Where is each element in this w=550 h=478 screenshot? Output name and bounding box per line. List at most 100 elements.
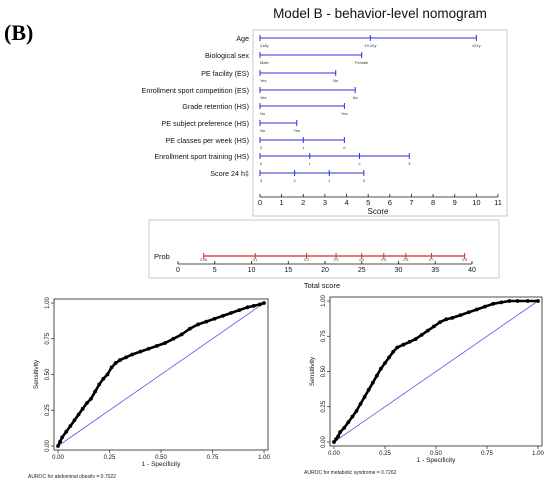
roc-metabolic-syndrome-roc-point — [474, 307, 479, 312]
variable-label: Enrollment sport competition (ES) — [142, 86, 249, 95]
roc-metabolic-syndrome-roc-point — [387, 355, 391, 360]
roc-metabolic-syndrome-roc-point — [395, 345, 400, 350]
variable-level-label: 1 — [328, 178, 331, 183]
score-tick-label: 5 — [366, 198, 370, 207]
roc-abdominal-obesity-roc-point — [154, 344, 159, 348]
roc-metabolic-syndrome-roc-point — [432, 324, 436, 329]
roc-abdominal-obesity-roc-point — [72, 418, 77, 423]
roc-metabolic-syndrome-x-tick-label: 0.75 — [481, 451, 493, 457]
total-score-frame — [148, 219, 500, 279]
roc-metabolic-syndrome-roc-point — [458, 313, 463, 317]
roc-metabolic-syndrome-roc-point — [425, 328, 430, 333]
roc-abdominal-obesity-x-tick-label: 0.50 — [155, 455, 167, 461]
roc-abdominal-obesity-roc-point — [251, 303, 256, 308]
variable-level-label: ≤18y — [260, 43, 269, 48]
variable-level-label: Male — [260, 60, 269, 65]
roc-metabolic-syndrome-roc-point — [374, 373, 379, 378]
roc-abdominal-obesity-x-tick-label: 0.00 — [52, 455, 64, 461]
variable-level-label: 19-20y — [364, 43, 376, 48]
score-tick-label: 1 — [280, 198, 284, 207]
variable-level-label: No — [353, 95, 359, 100]
variable-level-label: Yes — [294, 128, 301, 133]
roc-metabolic-syndrome-roc-point — [332, 440, 336, 444]
roc-abdominal-obesity-roc-point — [212, 316, 217, 321]
roc-metabolic-syndrome-x-tick-label: 0.25 — [379, 451, 391, 457]
prob-tick-label: 0.8 — [462, 258, 467, 262]
score-tick-label: 11 — [494, 198, 502, 207]
total-score-tick-label: 30 — [395, 267, 403, 274]
score-tick-label: 3 — [323, 198, 327, 207]
roc-abdominal-obesity-roc-point — [237, 308, 242, 313]
variable-label: PE facility (ES) — [201, 69, 249, 78]
roc-metabolic-syndrome-y-tick-label: 1.00 — [321, 295, 327, 307]
nomogram-frame — [252, 29, 508, 217]
roc-abdominal-obesity-roc-point — [196, 322, 200, 327]
roc-abdominal-obesity-auroc-footnote: AUROC for abdominal obesity = 0.7022 — [28, 474, 116, 478]
roc-metabolic-syndrome-x-tick-label: 1.00 — [532, 451, 544, 457]
total-score-tick-label: 25 — [358, 267, 366, 274]
roc-metabolic-syndrome-y-tick-label: 0.00 — [321, 436, 327, 448]
panel-label: (B) — [4, 20, 34, 45]
variable-level-label: 3 — [260, 178, 263, 183]
total-score-tick-label: 10 — [248, 267, 256, 274]
variable-level-label: No — [260, 128, 266, 133]
roc-abdominal-obesity-x-axis-label: 1 - Specificity — [142, 461, 181, 468]
roc-abdominal-obesity-x-tick-label: 0.25 — [104, 455, 116, 461]
roc-metabolic-syndrome-roc-point — [358, 402, 363, 406]
roc-metabolic-syndrome-roc-point — [391, 349, 396, 354]
roc-abdominal-obesity-roc-point — [117, 358, 122, 363]
variable-label: PE classes per week (HS) — [166, 136, 249, 145]
roc-metabolic-syndrome-roc-point — [346, 420, 351, 425]
roc-abdominal-obesity-roc-point — [257, 302, 262, 307]
roc-abdominal-obesity-roc-point — [179, 332, 184, 337]
roc-metabolic-syndrome-y-tick-label: 0.50 — [321, 365, 327, 377]
prob-tick-label: 0.2 — [304, 258, 309, 262]
roc-abdominal-obesity-roc-point — [60, 435, 65, 440]
roc-metabolic-syndrome-auroc-footnote: AUROC for metabolic syndrome = 0.7262 — [304, 470, 397, 476]
variable-label: Grade retention (HS) — [182, 102, 249, 111]
roc-metabolic-syndrome-y-axis-label: Sensitivity — [309, 356, 316, 386]
roc-metabolic-syndrome-roc-point — [370, 380, 375, 385]
roc-metabolic-syndrome-roc-point — [354, 409, 359, 413]
total-score-tick-label: 40 — [468, 267, 476, 274]
total-score-tick-label: 20 — [321, 267, 329, 274]
variable-level-label: 0 — [343, 145, 346, 150]
roc-abdominal-obesity-roc-point — [187, 326, 192, 331]
prob-tick-label: 0.3 — [334, 258, 339, 262]
variable-level-label: No — [260, 111, 266, 116]
roc-metabolic-syndrome-roc-point — [515, 299, 520, 303]
roc-metabolic-syndrome-roc-point — [407, 339, 412, 344]
roc-abdominal-obesity-y-tick-label: 0.00 — [45, 440, 51, 452]
roc-abdominal-obesity-y-tick-label: 0.25 — [45, 404, 51, 416]
roc-metabolic-syndrome-roc-point — [336, 434, 340, 439]
roc-metabolic-syndrome-roc-point — [342, 426, 347, 430]
roc-abdominal-obesity-roc-point — [80, 406, 85, 411]
variable-label: Age — [236, 34, 249, 43]
total-score-tick-label: 15 — [284, 267, 292, 274]
roc-abdominal-obesity-roc-point — [204, 319, 209, 324]
prob-tick-label: 0.6 — [403, 258, 408, 262]
roc-abdominal-obesity-roc-point — [76, 412, 81, 417]
roc-metabolic-syndrome-roc-point — [338, 430, 343, 435]
roc-abdominal-obesity-roc-point — [68, 424, 73, 428]
prob-tick-label: 0.5 — [381, 258, 386, 262]
variable-label: PE subject preference (HS) — [162, 119, 250, 128]
prob-label: Prob — [154, 252, 170, 261]
roc-abdominal-obesity-roc-point — [262, 301, 266, 305]
prob-tick-label: 0.1 — [253, 258, 258, 262]
roc-abdominal-obesity-roc-point — [130, 352, 135, 357]
roc-metabolic-syndrome-roc-point — [450, 316, 455, 320]
roc-metabolic-syndrome-roc-point — [483, 304, 487, 309]
score-axis-label: Score — [368, 207, 389, 216]
roc-abdominal-obesity-roc-point — [93, 389, 97, 394]
roc-abdominal-obesity-roc-point — [146, 346, 151, 351]
prob-tick-label: 0.7 — [429, 258, 434, 262]
roc-abdominal-obesity-y-tick-label: 0.75 — [45, 332, 51, 344]
roc-abdominal-obesity-roc-point — [64, 429, 69, 434]
roc-metabolic-syndrome-x-tick-label: 0.50 — [430, 451, 442, 457]
variable-level-label: 2 — [294, 178, 297, 183]
score-tick-label: 0 — [258, 198, 262, 207]
score-tick-label: 4 — [344, 198, 348, 207]
variable-level-label: 0 — [363, 178, 366, 183]
